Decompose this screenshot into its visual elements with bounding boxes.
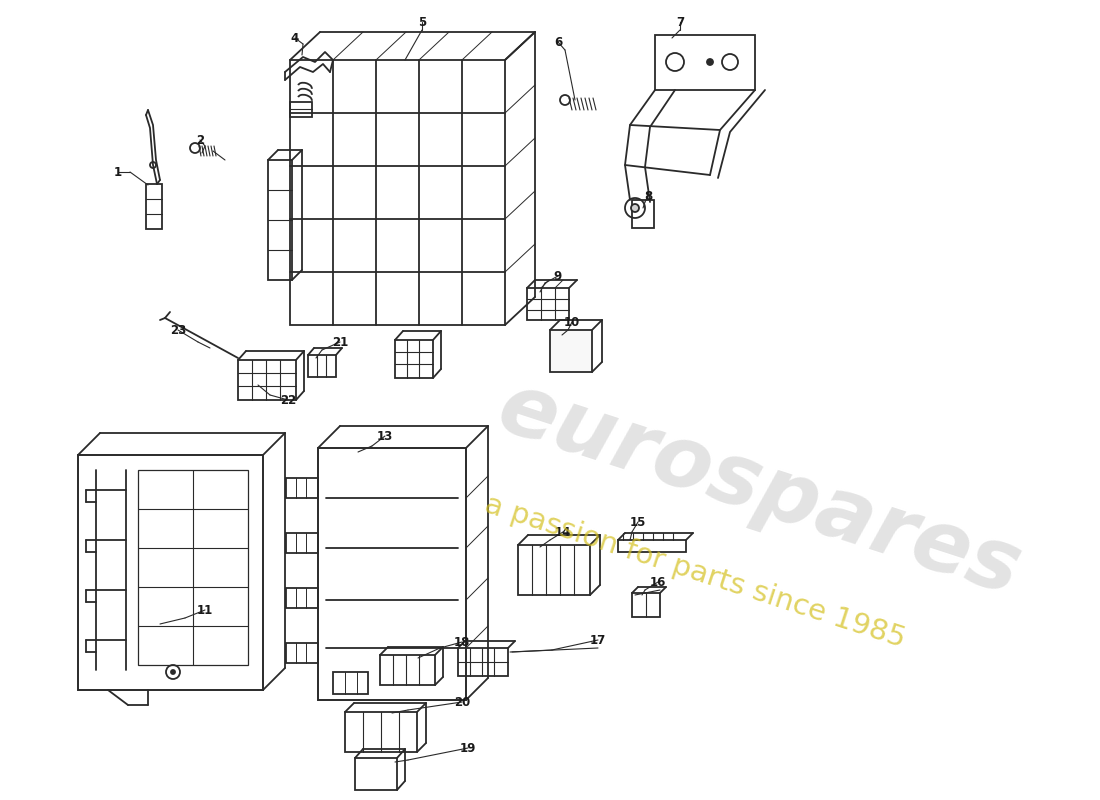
Circle shape [170, 670, 175, 674]
Text: 4: 4 [290, 31, 299, 45]
Text: 14: 14 [554, 526, 571, 538]
Bar [286, 533, 318, 553]
Text: 6: 6 [554, 35, 562, 49]
Bar [458, 648, 508, 676]
Text: 8: 8 [644, 190, 652, 202]
Text: 17: 17 [590, 634, 606, 646]
Circle shape [707, 59, 713, 65]
Text: 10: 10 [564, 315, 580, 329]
Bar [345, 712, 417, 752]
Text: 16: 16 [650, 575, 667, 589]
Text: 7: 7 [675, 15, 684, 29]
Bar [78, 455, 263, 690]
Text: 11: 11 [197, 603, 213, 617]
Bar [286, 588, 318, 608]
Text: eurospares: eurospares [488, 366, 1032, 614]
Bar [518, 545, 590, 595]
Bar [395, 340, 433, 378]
Text: 15: 15 [630, 515, 646, 529]
Text: 23: 23 [169, 323, 186, 337]
Circle shape [631, 204, 639, 212]
Bar [268, 160, 292, 280]
Text: 22: 22 [279, 394, 296, 406]
Bar [379, 655, 434, 685]
Text: 1: 1 [114, 166, 122, 178]
Bar [550, 330, 592, 372]
Bar [290, 60, 505, 325]
Bar [138, 470, 248, 665]
Bar [618, 540, 686, 552]
Text: a passion for parts since 1985: a passion for parts since 1985 [481, 490, 909, 654]
Bar [355, 758, 397, 790]
Bar [308, 355, 336, 377]
Bar [654, 35, 755, 90]
Bar [318, 448, 466, 700]
Text: 2: 2 [196, 134, 205, 146]
Bar [146, 184, 162, 229]
Text: 19: 19 [460, 742, 476, 754]
Bar [290, 102, 312, 117]
Text: 5: 5 [418, 15, 426, 29]
Bar [527, 288, 569, 320]
Text: 20: 20 [454, 695, 470, 709]
Text: 9: 9 [554, 270, 562, 282]
Bar [632, 200, 654, 228]
Bar [286, 478, 318, 498]
Bar [286, 643, 318, 663]
Text: 13: 13 [377, 430, 393, 442]
Text: 18: 18 [454, 635, 470, 649]
Bar [238, 360, 296, 400]
Text: 21: 21 [332, 335, 348, 349]
Bar [632, 593, 660, 617]
Bar [333, 672, 369, 694]
